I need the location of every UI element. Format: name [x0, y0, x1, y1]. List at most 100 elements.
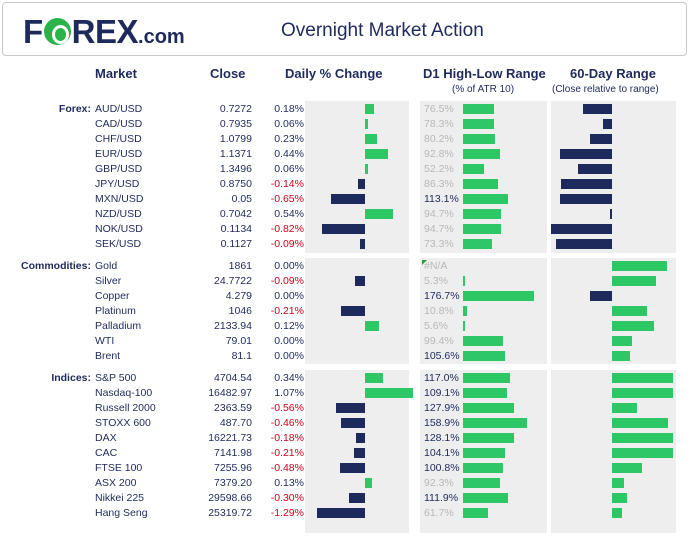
close-value: 2363.59: [214, 402, 252, 414]
range-bar: [463, 493, 508, 503]
daily-change-value: -0.48%: [270, 462, 304, 474]
col-header-60day: 60-Day Range: [570, 66, 656, 81]
range-bar: [463, 403, 515, 413]
range-bar: [463, 239, 493, 249]
sixty-day-bar: [612, 418, 669, 428]
range-bar: [463, 306, 468, 316]
market-name: JPY/USD: [95, 178, 140, 190]
daily-change-bar: [335, 403, 365, 413]
daily-change-bar: [365, 388, 413, 398]
market-name: STOXX 600: [95, 417, 151, 429]
close-value: 81.1: [231, 350, 252, 362]
daily-change-value: 0.12%: [274, 320, 304, 332]
market-name: FTSE 100: [95, 462, 143, 474]
col-header-daily-change: Daily % Change: [285, 66, 383, 81]
range-value: 5.3%: [424, 275, 448, 287]
market-name: MXN/USD: [95, 193, 144, 205]
market-name: Nasdaq-100: [95, 387, 153, 399]
sixty-day-bar: [612, 448, 673, 458]
daily-change-value: 0.54%: [274, 208, 304, 220]
range-bar: [463, 478, 500, 488]
daily-change-value: -0.65%: [270, 193, 304, 205]
header-banner: F REX.com Overnight Market Action: [2, 2, 687, 56]
daily-change-value: -1.29%: [270, 507, 304, 519]
sixty-day-bar: [612, 351, 630, 361]
col-header-market: Market: [95, 66, 137, 81]
range-bar: [463, 373, 510, 383]
daily-change-value: 0.00%: [274, 350, 304, 362]
market-name: SEK/USD: [95, 238, 142, 250]
daily-change-value: -0.09%: [270, 275, 304, 287]
market-name: CAC: [95, 447, 118, 459]
table-row: Nikkei 225 29598.66 -0.30% 111.9%: [0, 491, 695, 506]
market-name: DAX: [95, 432, 117, 444]
col-subheader-range: (% of ATR 10): [452, 84, 515, 95]
sixty-day-bar: [602, 119, 612, 129]
sixty-day-bar: [560, 194, 612, 204]
range-value: 128.1%: [424, 432, 460, 444]
sixty-day-bar: [560, 149, 612, 159]
range-value: 92.3%: [424, 477, 454, 489]
range-value: 105.6%: [424, 350, 460, 362]
range-bar: [463, 433, 515, 443]
close-value: 7379.20: [214, 477, 252, 489]
table-row: Hang Seng 25319.72 -1.29% 61.7%: [0, 506, 695, 521]
daily-change-bar: [354, 448, 365, 458]
col-header-range: D1 High-Low Range: [423, 66, 546, 81]
range-value: 94.7%: [424, 223, 454, 235]
daily-change-bar: [360, 239, 365, 249]
table-row: S&P 500 4704.54 0.34% 117.0%: [0, 371, 695, 386]
close-value: 0.7272: [219, 103, 252, 115]
sixty-day-bar: [612, 336, 632, 346]
table-row: DAX 16221.73 -0.18% 128.1%: [0, 431, 695, 446]
table-row: WTI 79.01 0.00% 99.4%: [0, 334, 695, 349]
table-row: Silver 24.7722 -0.09% 5.3%: [0, 274, 695, 289]
daily-change-bar: [341, 306, 365, 316]
logo-coin-icon: [43, 18, 71, 45]
daily-change-bar: [365, 209, 394, 219]
market-name: S&P 500: [95, 372, 137, 384]
table-row: GBP/USD 1.3496 0.06% 52.2%: [0, 162, 695, 177]
market-name: Silver: [95, 275, 122, 287]
close-value: 0.8750: [219, 178, 252, 190]
close-value: 7141.98: [214, 447, 252, 459]
sixty-day-bar: [561, 179, 612, 189]
table-row: ASX 200 7379.20 0.13% 92.3%: [0, 476, 695, 491]
sixty-day-bar: [612, 373, 673, 383]
table-row: NZD/USD 0.7042 0.54% 94.7%: [0, 207, 695, 222]
error-flag-icon: [422, 260, 427, 265]
section-label: Indices:: [51, 372, 91, 384]
sixty-day-bar: [612, 388, 673, 398]
table-row: Platinum 1046 -0.21% 10.8%: [0, 304, 695, 319]
sixty-day-bar: [612, 306, 648, 316]
daily-change-value: 0.00%: [274, 335, 304, 347]
range-value: 158.9%: [424, 417, 460, 429]
range-value: 111.9%: [424, 492, 459, 504]
close-value: 1861: [228, 260, 252, 272]
range-bar: [463, 149, 501, 159]
sixty-day-bar: [612, 508, 623, 518]
close-value: 4704.54: [214, 372, 252, 384]
range-value: 109.1%: [424, 387, 460, 399]
market-name: NOK/USD: [95, 223, 143, 235]
daily-change-value: -0.18%: [270, 432, 304, 444]
daily-change-value: 0.18%: [274, 103, 304, 115]
sixty-day-bar: [590, 291, 612, 301]
daily-change-bar: [365, 478, 372, 488]
close-value: 2133.94: [214, 320, 252, 332]
sixty-day-bar: [612, 321, 654, 331]
table-row: AUD/USD 0.7272 0.18% 76.5%: [0, 102, 695, 117]
close-value: 79.01: [225, 335, 252, 347]
daily-change-value: -0.21%: [270, 447, 304, 459]
range-value: 127.9%: [424, 402, 460, 414]
market-name: Palladium: [95, 320, 142, 332]
market-name: Gold: [95, 260, 118, 272]
market-name: AUD/USD: [95, 103, 143, 115]
daily-change-bar: [355, 433, 365, 443]
range-bar: [463, 336, 503, 346]
range-value: 99.4%: [424, 335, 454, 347]
daily-change-value: -0.56%: [270, 402, 304, 414]
daily-change-value: -0.09%: [270, 238, 304, 250]
range-bar: [463, 508, 488, 518]
close-value: 4.279: [225, 290, 252, 302]
